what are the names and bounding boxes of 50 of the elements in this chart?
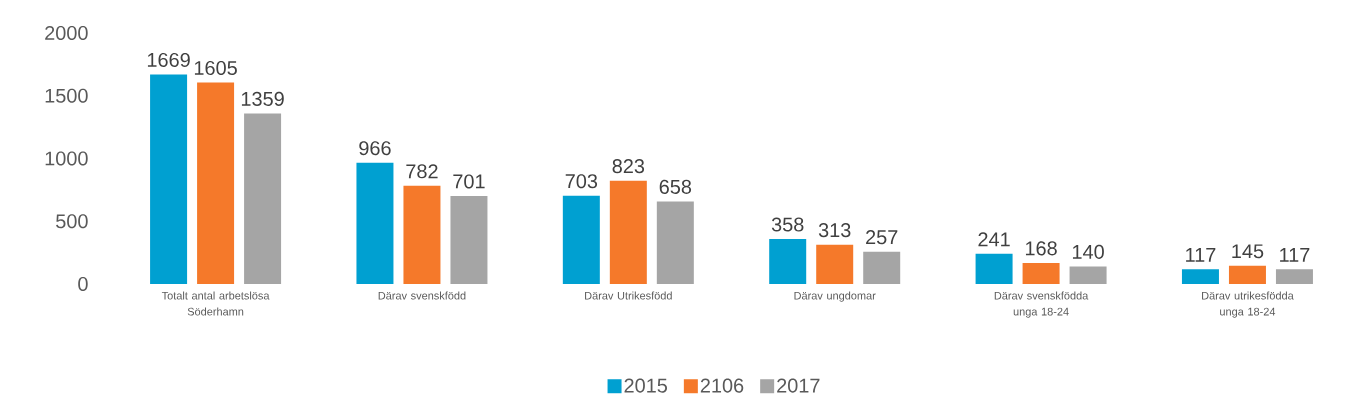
data-label: 358 xyxy=(771,217,804,232)
y-tick-label: 500 xyxy=(56,214,88,229)
y-tick-label: 0 xyxy=(78,276,88,292)
y-tick-label: 1500 xyxy=(45,88,88,103)
y-tick-label: 1000 xyxy=(45,151,88,166)
data-label: 703 xyxy=(565,174,598,189)
data-label: 1669 xyxy=(147,52,190,68)
data-label: 966 xyxy=(359,141,391,156)
y-tick-label: 2000 xyxy=(45,25,88,41)
data-label: 823 xyxy=(612,159,645,174)
bar xyxy=(769,239,807,284)
data-label: 313 xyxy=(818,223,851,238)
data-label: 257 xyxy=(866,230,898,245)
bar xyxy=(150,74,188,284)
bar xyxy=(1228,265,1266,284)
bar xyxy=(1069,266,1107,284)
bar xyxy=(863,251,901,284)
bar xyxy=(609,180,647,284)
legend-label: 2017 xyxy=(777,378,820,393)
bar xyxy=(197,82,235,284)
bar xyxy=(562,195,600,284)
data-label: 1605 xyxy=(194,60,237,76)
legend-label: 2106 xyxy=(700,378,744,393)
data-label: 658 xyxy=(659,179,692,194)
legend-label: 2015 xyxy=(624,378,668,393)
bar xyxy=(816,244,854,284)
bar xyxy=(244,113,282,284)
x-tick-label: Därav Utrikesfödd xyxy=(585,291,672,300)
x-tick-label: Därav svenskfödd xyxy=(378,291,466,300)
bar xyxy=(1181,269,1219,284)
x-tick-label: Därav ungdomar xyxy=(794,291,876,302)
bar xyxy=(356,162,394,284)
data-label: 140 xyxy=(1072,244,1104,259)
bar xyxy=(656,201,694,284)
data-label: 145 xyxy=(1232,244,1264,259)
data-label: 168 xyxy=(1025,241,1057,256)
data-label: 701 xyxy=(453,174,485,189)
bar xyxy=(403,185,441,284)
data-label: 1359 xyxy=(241,91,284,106)
data-label: 241 xyxy=(978,232,1010,247)
data-label: 117 xyxy=(1280,248,1310,262)
bar xyxy=(1275,269,1313,284)
data-label: 117 xyxy=(1186,248,1216,262)
x-tick-label: Därav svenskfödda unga 18-24 xyxy=(994,291,1089,318)
bar xyxy=(975,253,1013,284)
x-tick-label: Därav utrikesfödda unga 18-24 xyxy=(1202,291,1294,318)
data-label: 782 xyxy=(406,164,438,179)
x-tick-label: Totalt antal arbetslösa Söderhamn xyxy=(161,291,270,316)
bar xyxy=(450,196,488,284)
bar xyxy=(1022,262,1060,284)
